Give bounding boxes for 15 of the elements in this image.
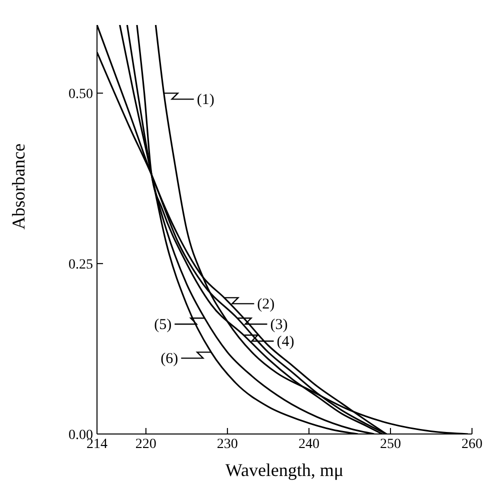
y-axis-title: Absorbance <box>8 144 28 230</box>
x-tick-label: 220 <box>135 436 156 452</box>
annotation: (3) <box>270 317 288 334</box>
annotation: (4) <box>276 334 294 350</box>
x-axis-title: Wavelength, mμ <box>225 460 344 480</box>
x-tick-label: 240 <box>298 436 320 452</box>
annotation: (6) <box>160 351 178 368</box>
x-tick-label: 260 <box>462 436 482 452</box>
annotation: (1) <box>196 92 214 108</box>
y-tick-label: 0.25 <box>68 258 93 273</box>
annotation: (2) <box>257 296 275 313</box>
annotation: (5) <box>154 317 172 334</box>
x-tick-label: 230 <box>216 436 238 452</box>
x-tick-label: 250 <box>380 436 401 452</box>
y-tick-label: 0.50 <box>68 87 93 102</box>
